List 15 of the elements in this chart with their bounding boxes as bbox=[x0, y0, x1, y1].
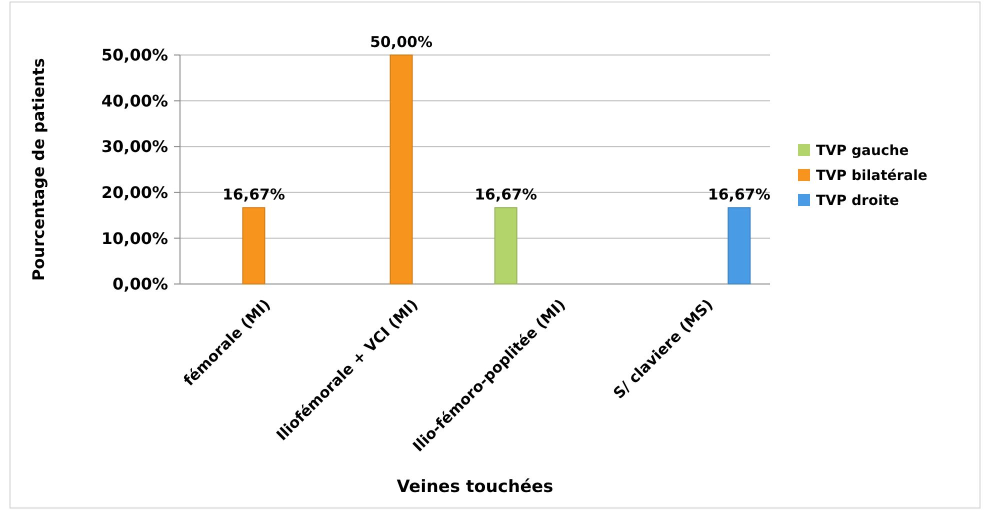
y-tick-label: 40,00% bbox=[101, 91, 168, 110]
y-tick-label: 20,00% bbox=[101, 183, 168, 202]
y-axis-title: Pourcentage de patients bbox=[29, 58, 48, 281]
data-label: 50,00% bbox=[370, 33, 432, 51]
data-label: 16,67% bbox=[474, 186, 538, 204]
y-tick-label: 0,00% bbox=[112, 274, 168, 294]
legend-label: TVP bilatérale bbox=[816, 168, 928, 184]
y-tick-label: 10,00% bbox=[101, 228, 168, 248]
data-label: 16,67% bbox=[222, 186, 285, 204]
legend-label: TVP droite bbox=[816, 192, 900, 209]
data-label: 16,67% bbox=[708, 186, 770, 204]
x-axis-title: Veines touchées bbox=[396, 477, 554, 497]
legend-label: TVP gauche bbox=[816, 142, 909, 159]
y-tick-label: 30,00% bbox=[101, 137, 168, 156]
y-tick-label: 50,00% bbox=[101, 46, 168, 65]
